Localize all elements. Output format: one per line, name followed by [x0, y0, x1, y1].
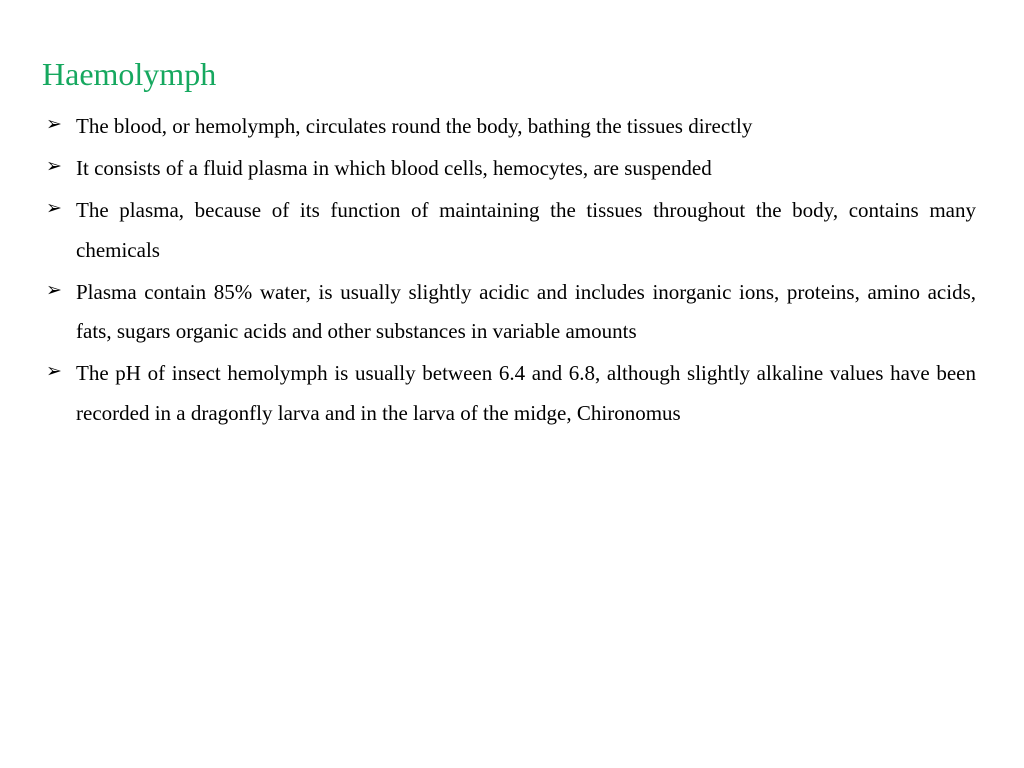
list-item: Plasma contain 85% water, is usually sli… — [40, 273, 976, 353]
list-item: It consists of a fluid plasma in which b… — [40, 149, 976, 189]
list-item: The plasma, because of its function of m… — [40, 191, 976, 271]
list-item: The blood, or hemolymph, circulates roun… — [40, 107, 976, 147]
page-title: Haemolymph — [42, 56, 976, 93]
bullet-list: The blood, or hemolymph, circulates roun… — [40, 107, 976, 434]
list-item: The pH of insect hemolymph is usually be… — [40, 354, 976, 434]
